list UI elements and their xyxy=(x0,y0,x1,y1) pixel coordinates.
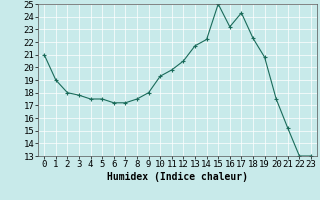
X-axis label: Humidex (Indice chaleur): Humidex (Indice chaleur) xyxy=(107,172,248,182)
